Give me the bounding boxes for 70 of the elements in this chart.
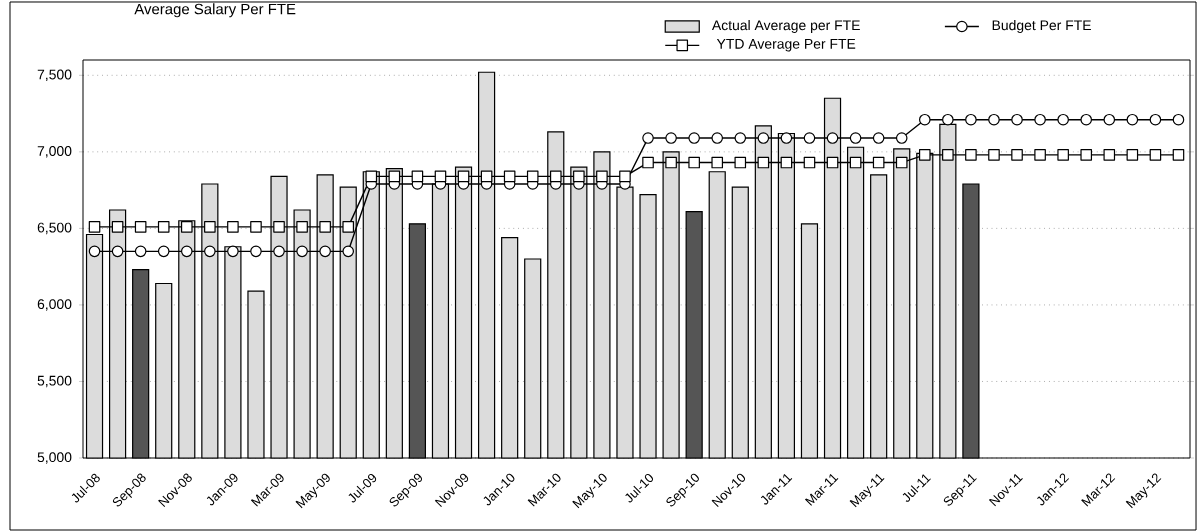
point xyxy=(1080,149,1093,161)
point xyxy=(596,170,608,183)
point xyxy=(342,245,355,258)
y-tick-label: 6,500 xyxy=(37,222,72,235)
point xyxy=(1057,149,1069,161)
point xyxy=(342,221,355,233)
point xyxy=(411,170,424,183)
point xyxy=(757,156,770,169)
point xyxy=(1172,149,1185,161)
point xyxy=(111,245,124,258)
point xyxy=(227,221,239,233)
point xyxy=(1034,149,1046,161)
point xyxy=(434,170,447,183)
point xyxy=(227,245,239,258)
point xyxy=(180,245,193,258)
point xyxy=(573,170,585,183)
point xyxy=(319,221,331,233)
point xyxy=(180,221,193,233)
point xyxy=(134,221,147,233)
point xyxy=(665,156,677,169)
point xyxy=(803,156,816,169)
point xyxy=(480,170,493,183)
legend-label: YTD Average Per FTE xyxy=(716,39,856,52)
point xyxy=(849,156,862,169)
point xyxy=(1011,149,1023,161)
point xyxy=(273,245,285,258)
point xyxy=(273,221,285,233)
point xyxy=(619,170,631,183)
y-tick-label: 7,000 xyxy=(37,146,72,158)
point xyxy=(296,245,308,258)
point xyxy=(734,156,747,169)
y-tick-label: 7,500 xyxy=(37,69,72,82)
point xyxy=(319,245,331,258)
point xyxy=(826,132,839,144)
point xyxy=(965,149,977,161)
point xyxy=(826,156,839,169)
legend-label: Budget Per FTE xyxy=(992,19,1091,33)
point xyxy=(526,170,539,183)
point xyxy=(88,221,101,233)
point xyxy=(642,156,654,169)
point xyxy=(204,245,216,258)
point xyxy=(711,156,724,169)
chart-title: Average Salary Per FTE xyxy=(134,3,296,18)
point xyxy=(549,170,562,183)
legend-label: Actual Average per FTE xyxy=(711,19,860,33)
point xyxy=(780,132,793,144)
point xyxy=(503,170,516,183)
point xyxy=(365,170,378,183)
y-tick-label: 6,000 xyxy=(37,299,72,311)
point xyxy=(918,149,931,161)
point xyxy=(988,149,1000,161)
point xyxy=(872,156,885,169)
point xyxy=(157,221,170,233)
point xyxy=(757,132,770,144)
point xyxy=(942,149,954,161)
point xyxy=(780,156,793,169)
point xyxy=(457,170,470,183)
point xyxy=(1126,149,1139,161)
point xyxy=(111,221,124,233)
point xyxy=(296,221,308,233)
point xyxy=(895,156,908,169)
y-tick-label: 5,000 xyxy=(37,452,72,464)
point xyxy=(388,170,401,183)
y-tick-label: 5,500 xyxy=(37,375,72,388)
point xyxy=(88,245,101,258)
point xyxy=(204,221,216,233)
point xyxy=(1103,149,1116,161)
point xyxy=(250,221,262,233)
point xyxy=(688,156,700,169)
point xyxy=(1149,149,1162,161)
